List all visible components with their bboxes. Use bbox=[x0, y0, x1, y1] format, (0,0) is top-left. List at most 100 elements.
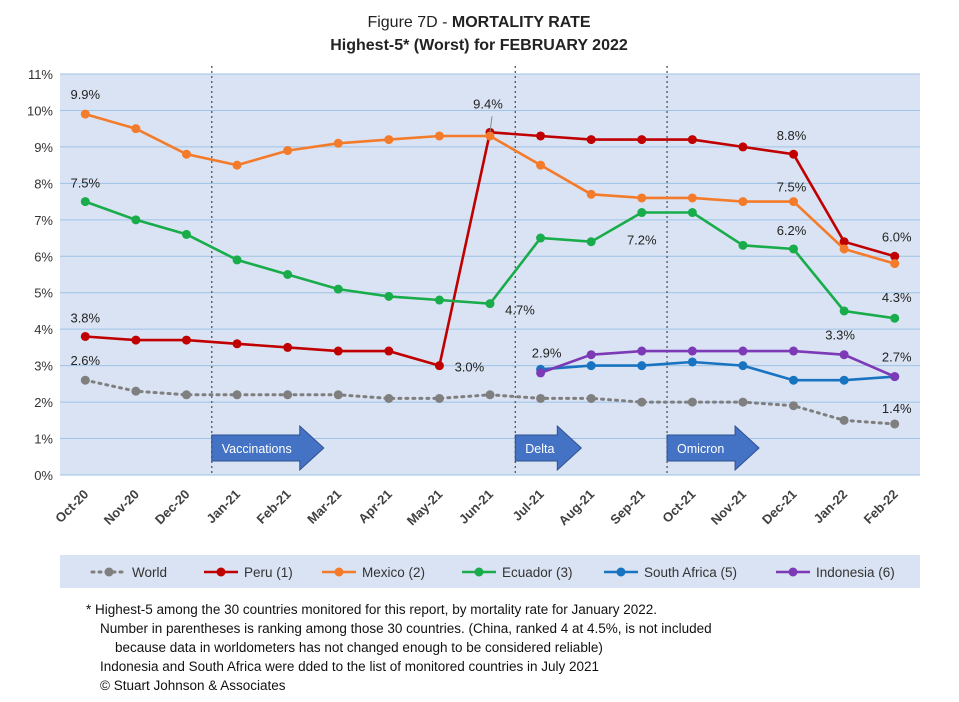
data-point bbox=[586, 237, 596, 247]
data-point bbox=[586, 393, 596, 403]
data-point bbox=[131, 386, 141, 396]
data-point bbox=[687, 208, 697, 218]
data-point bbox=[131, 215, 141, 225]
leader-line bbox=[489, 116, 493, 133]
data-point bbox=[738, 240, 748, 250]
data-point bbox=[890, 372, 900, 382]
data-point bbox=[637, 361, 647, 371]
x-tick-label: Oct-21 bbox=[659, 487, 698, 526]
y-tick-label: 2% bbox=[34, 395, 53, 410]
y-tick-label: 4% bbox=[34, 322, 53, 337]
legend-marker bbox=[104, 567, 114, 577]
data-point bbox=[586, 135, 596, 145]
data-point bbox=[789, 197, 799, 207]
data-point bbox=[738, 397, 748, 407]
x-tick-label: Jan-21 bbox=[203, 487, 243, 527]
chart-subtitle: Highest-5* (Worst) for FEBRUARY 2022 bbox=[330, 37, 628, 54]
data-label: 7.2% bbox=[627, 233, 657, 248]
x-tick-label: Dec-20 bbox=[152, 487, 193, 528]
data-label: 6.2% bbox=[777, 223, 807, 238]
data-point bbox=[80, 331, 90, 341]
data-point bbox=[890, 259, 900, 269]
event-arrow bbox=[211, 424, 325, 472]
data-point bbox=[181, 149, 191, 159]
data-point bbox=[485, 131, 495, 141]
data-point bbox=[789, 149, 799, 159]
data-point bbox=[789, 375, 799, 385]
footnote-highest5: * Highest-5 among the 30 countries monit… bbox=[86, 602, 658, 617]
series-line bbox=[540, 360, 895, 382]
data-label: 2.9% bbox=[532, 345, 562, 360]
event-arrow bbox=[514, 424, 583, 472]
data-label: 2.6% bbox=[70, 353, 100, 368]
data-point bbox=[80, 109, 90, 119]
data-point bbox=[637, 397, 647, 407]
data-point bbox=[687, 135, 697, 145]
data-point bbox=[687, 397, 697, 407]
legend-label: Peru (1) bbox=[244, 565, 293, 580]
x-tick-label: Jul-21 bbox=[510, 487, 547, 524]
x-tick-label: Apr-21 bbox=[355, 487, 395, 527]
data-point bbox=[536, 393, 546, 403]
footnote-added: Indonesia and South Africa were dded to … bbox=[100, 659, 600, 674]
data-label: 4.3% bbox=[882, 290, 912, 305]
y-tick-label: 10% bbox=[27, 103, 53, 118]
data-point bbox=[434, 295, 444, 305]
data-point bbox=[232, 390, 242, 400]
event-arrow bbox=[666, 424, 760, 472]
data-point bbox=[738, 346, 748, 356]
legend-marker bbox=[474, 567, 484, 577]
data-point bbox=[536, 233, 546, 243]
legend-marker bbox=[788, 567, 798, 577]
data-point bbox=[789, 401, 799, 411]
data-point bbox=[384, 135, 394, 145]
data-point bbox=[890, 419, 900, 429]
data-label: 3.3% bbox=[825, 328, 855, 343]
data-point bbox=[637, 193, 647, 203]
data-point bbox=[283, 146, 293, 156]
data-point bbox=[181, 229, 191, 239]
data-point bbox=[131, 124, 141, 134]
data-point bbox=[687, 346, 697, 356]
data-point bbox=[283, 342, 293, 352]
legend-label: South Africa (5) bbox=[644, 565, 737, 580]
data-label: 7.5% bbox=[70, 176, 100, 191]
event-label: Vaccinations bbox=[222, 442, 292, 456]
data-point bbox=[536, 131, 546, 141]
chart-title: Figure 7D - MORTALITY RATE bbox=[367, 14, 590, 31]
data-point bbox=[181, 335, 191, 345]
x-tick-label: Mar-21 bbox=[304, 487, 344, 527]
data-point bbox=[434, 393, 444, 403]
data-point bbox=[232, 255, 242, 265]
data-label: 6.0% bbox=[882, 229, 912, 244]
data-point bbox=[586, 350, 596, 360]
data-point bbox=[687, 357, 697, 367]
data-point bbox=[687, 193, 697, 203]
x-tick-label: Aug-21 bbox=[556, 487, 598, 529]
event-label: Delta bbox=[525, 442, 554, 456]
data-label: 2.7% bbox=[882, 350, 912, 365]
x-tick-label: Oct-20 bbox=[52, 487, 91, 526]
x-tick-label: Feb-22 bbox=[861, 487, 901, 527]
x-tick-label: Nov-21 bbox=[708, 487, 749, 528]
data-label: 9.4% bbox=[473, 96, 503, 111]
legend-label: Indonesia (6) bbox=[816, 565, 895, 580]
data-point bbox=[637, 346, 647, 356]
data-point bbox=[333, 284, 343, 294]
y-tick-label: 6% bbox=[34, 249, 53, 264]
data-point bbox=[839, 350, 849, 360]
legend-label: World bbox=[132, 565, 167, 580]
x-tick-label: Jan-22 bbox=[810, 487, 850, 527]
y-tick-label: 8% bbox=[34, 176, 53, 191]
data-point bbox=[434, 361, 444, 371]
plot-area bbox=[60, 74, 920, 475]
data-point bbox=[637, 135, 647, 145]
data-label: 3.0% bbox=[455, 360, 485, 375]
data-point bbox=[839, 306, 849, 316]
data-point bbox=[80, 197, 90, 207]
data-label: 9.9% bbox=[70, 87, 100, 102]
legend-marker bbox=[334, 567, 344, 577]
data-point bbox=[536, 368, 546, 378]
data-point bbox=[738, 142, 748, 152]
data-point bbox=[839, 237, 849, 247]
